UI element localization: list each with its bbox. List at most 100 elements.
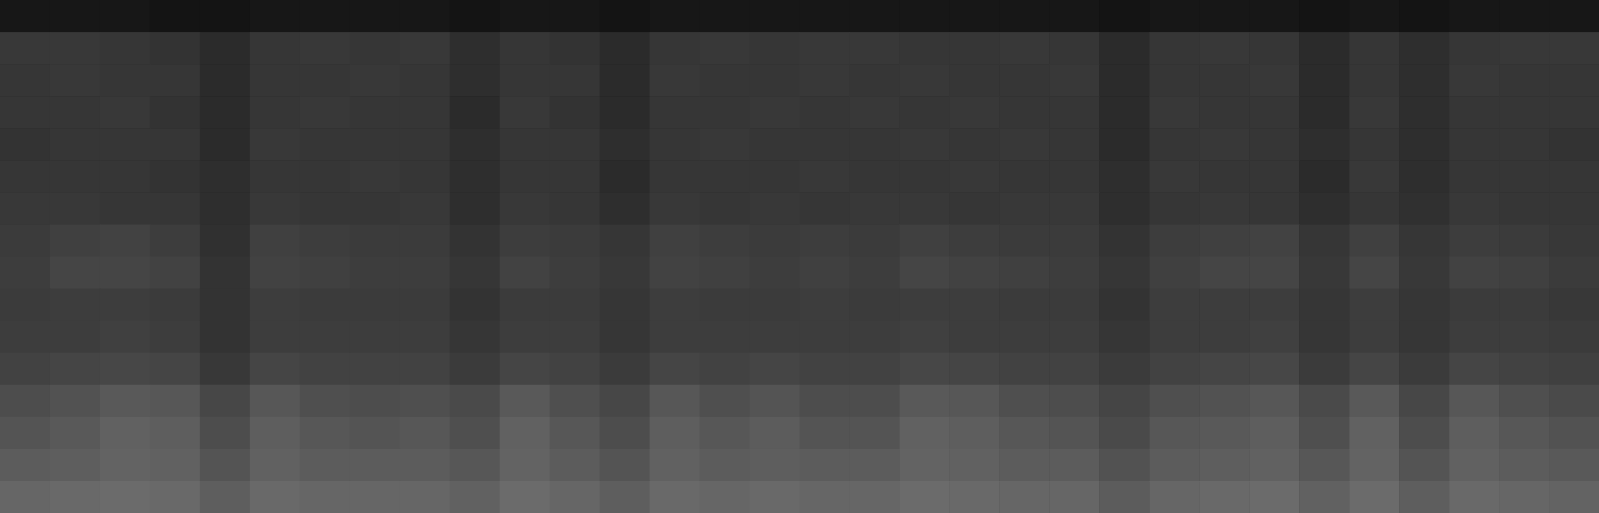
cell: [1149, 0, 1199, 33]
cell: [1249, 481, 1299, 513]
cell: [1049, 0, 1099, 33]
cell: [250, 321, 300, 354]
cell: [1049, 96, 1099, 129]
cell: [750, 289, 800, 322]
cell: [1349, 321, 1399, 354]
cell: [1149, 481, 1199, 513]
cell: [1199, 128, 1249, 161]
cell: [650, 385, 700, 418]
cell: [800, 289, 850, 322]
cells: [0, 0, 1599, 513]
cell: [100, 32, 150, 65]
cell: [750, 481, 800, 513]
cell: [1349, 0, 1399, 33]
cell: [1249, 289, 1299, 322]
cell: [650, 64, 700, 97]
cell: [200, 64, 250, 97]
cell: [1449, 128, 1499, 161]
cell: [250, 192, 300, 225]
cell: [400, 353, 450, 386]
cell: [650, 353, 700, 386]
cell: [500, 417, 550, 450]
cell: [1199, 32, 1249, 65]
cell: [1149, 385, 1199, 418]
cell: [1449, 224, 1499, 257]
cell: [550, 160, 600, 193]
cell: [400, 417, 450, 450]
cell: [450, 192, 500, 225]
cell: [1049, 128, 1099, 161]
cell: [600, 224, 650, 257]
cell: [849, 385, 899, 418]
cell: [700, 224, 750, 257]
cell: [1499, 192, 1549, 225]
cell: [1549, 96, 1599, 129]
cell: [450, 353, 500, 386]
cell: [150, 160, 200, 193]
cell: [500, 32, 550, 65]
cell: [1499, 0, 1549, 33]
cell: [1099, 0, 1149, 33]
cell: [250, 289, 300, 322]
cell: [450, 0, 500, 33]
cell: [100, 192, 150, 225]
cell: [550, 128, 600, 161]
cell: [849, 0, 899, 33]
cell: [1249, 64, 1299, 97]
cell: [1049, 192, 1099, 225]
cell: [200, 128, 250, 161]
cell: [200, 160, 250, 193]
cell: [800, 481, 850, 513]
cell: [999, 449, 1049, 482]
cell: [1099, 160, 1149, 193]
cell: [550, 353, 600, 386]
cell: [750, 64, 800, 97]
cell: [500, 192, 550, 225]
cell: [250, 353, 300, 386]
cell: [1549, 64, 1599, 97]
cell: [500, 96, 550, 129]
cell: [450, 417, 500, 450]
cell: [1249, 128, 1299, 161]
cell: [650, 32, 700, 65]
cell: [50, 353, 100, 386]
cell: [1349, 32, 1399, 65]
cell: [949, 32, 999, 65]
cell: [849, 128, 899, 161]
cell: [150, 289, 200, 322]
cell: [400, 192, 450, 225]
cell: [999, 160, 1049, 193]
cell: [1549, 224, 1599, 257]
cell: [300, 160, 350, 193]
cell: [1149, 224, 1199, 257]
cell: [700, 0, 750, 33]
cell: [750, 128, 800, 161]
cell: [1099, 417, 1149, 450]
cell: [150, 64, 200, 97]
cell: [1299, 417, 1349, 450]
cell: [200, 385, 250, 418]
cell: [1199, 353, 1249, 386]
cell: [550, 224, 600, 257]
cell: [899, 224, 949, 257]
cell: [500, 224, 550, 257]
cell: [1149, 32, 1199, 65]
cell: [400, 385, 450, 418]
cell: [500, 449, 550, 482]
cell: [1149, 128, 1199, 161]
cell: [1299, 64, 1349, 97]
cell: [1099, 224, 1149, 257]
cell: [1549, 353, 1599, 386]
cell: [1099, 96, 1149, 129]
cell: [250, 224, 300, 257]
cell: [400, 289, 450, 322]
cell: [1449, 481, 1499, 513]
cell: [1249, 257, 1299, 290]
cell: [1299, 160, 1349, 193]
cell: [0, 321, 50, 354]
cell: [400, 96, 450, 129]
cell: [1249, 0, 1299, 33]
cell: [750, 385, 800, 418]
cell: [50, 192, 100, 225]
cell: [50, 224, 100, 257]
